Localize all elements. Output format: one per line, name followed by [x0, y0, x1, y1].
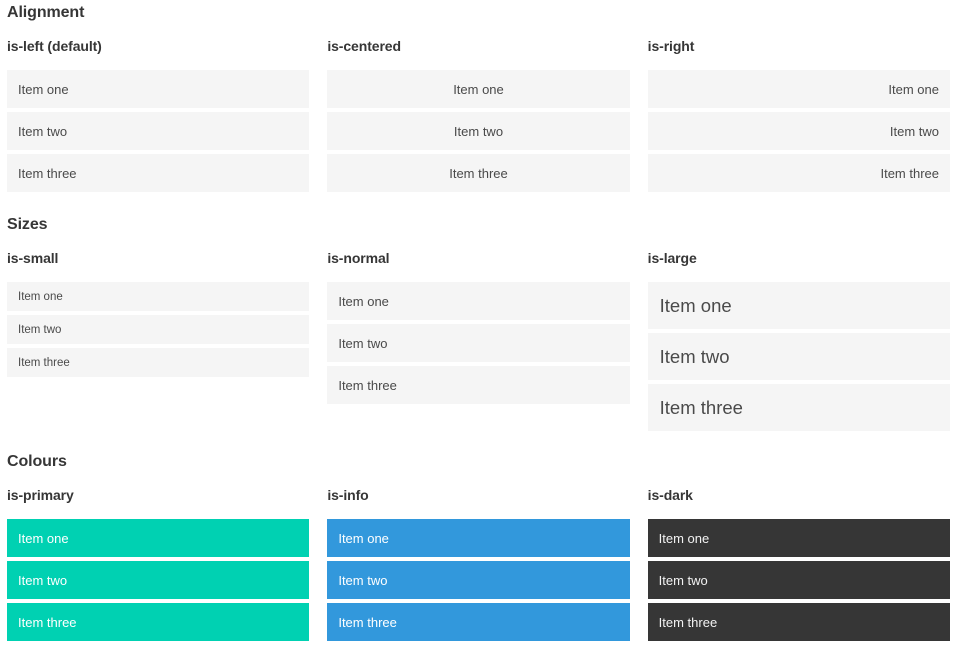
section-title: Colours: [7, 453, 67, 470]
group-label: is-large: [647, 250, 697, 266]
group-is-primary: is-primary Item one Item two Item three: [7, 487, 310, 641]
list-item[interactable]: Item two: [7, 315, 310, 344]
group-is-dark: is-dark Item one Item two Item three: [647, 487, 950, 641]
list-item[interactable]: Item one: [327, 282, 630, 320]
list-item[interactable]: Item one: [327, 70, 630, 108]
list-right: Item one Item two Item three: [647, 70, 950, 192]
list-normal: Item one Item two Item three: [327, 282, 630, 404]
list-item[interactable]: Item three: [647, 154, 950, 192]
group-label: is-primary: [7, 487, 74, 503]
list-item[interactable]: Item three: [7, 603, 310, 641]
list-item[interactable]: Item three: [647, 603, 950, 641]
list-item[interactable]: Item two: [647, 561, 950, 599]
list-item[interactable]: Item two: [327, 561, 630, 599]
list-item[interactable]: Item three: [327, 154, 630, 192]
list-item[interactable]: Item two: [7, 561, 310, 599]
list-item[interactable]: Item three: [7, 348, 310, 377]
group-label: is-small: [7, 250, 59, 266]
list-centered: Item one Item two Item three: [327, 70, 630, 192]
list-item[interactable]: Item one: [647, 282, 950, 329]
group-is-normal: is-normal Item one Item two Item three: [327, 250, 630, 404]
list-item[interactable]: Item three: [7, 154, 310, 192]
list-primary: Item one Item two Item three: [7, 519, 310, 641]
list-item[interactable]: Item one: [7, 519, 310, 557]
list-item[interactable]: Item two: [647, 112, 950, 150]
list-item[interactable]: Item two: [647, 333, 950, 380]
group-is-small: is-small Item one Item two Item three: [7, 250, 310, 377]
list-info: Item one Item two Item three: [327, 519, 630, 641]
list-left: Item one Item two Item three: [7, 70, 310, 192]
colours-grid: is-primary Item one Item two Item three …: [7, 488, 950, 641]
group-label: is-right: [647, 38, 695, 54]
group-is-info: is-info Item one Item two Item three: [327, 487, 630, 641]
sizes-grid: is-small Item one Item two Item three is…: [7, 251, 950, 431]
list-item[interactable]: Item one: [7, 282, 310, 311]
alignment-grid: is-left (default) Item one Item two Item…: [7, 39, 950, 192]
group-is-large: is-large Item one Item two Item three: [647, 250, 950, 431]
list-item[interactable]: Item one: [7, 70, 310, 108]
group-is-right: is-right Item one Item two Item three: [647, 38, 950, 192]
group-label: is-normal: [327, 250, 390, 266]
section-title: Alignment: [7, 4, 85, 21]
list-item[interactable]: Item one: [327, 519, 630, 557]
list-item[interactable]: Item two: [327, 324, 630, 362]
list-item[interactable]: Item three: [327, 603, 630, 641]
list-item[interactable]: Item three: [647, 384, 950, 431]
group-is-centered: is-centered Item one Item two Item three: [327, 38, 630, 192]
list-item[interactable]: Item one: [647, 519, 950, 557]
section-sizes: Sizes is-small Item one Item two Item th…: [7, 216, 950, 431]
list-item[interactable]: Item one: [647, 70, 950, 108]
section-colours: Colours is-primary Item one Item two Ite…: [7, 453, 950, 641]
section-alignment: Alignment is-left (default) Item one Ite…: [7, 4, 950, 192]
group-is-left: is-left (default) Item one Item two Item…: [7, 38, 310, 192]
list-item[interactable]: Item two: [327, 112, 630, 150]
list-item[interactable]: Item two: [7, 112, 310, 150]
group-label: is-info: [327, 487, 369, 503]
group-label: is-centered: [327, 38, 401, 54]
group-label: is-dark: [647, 487, 693, 503]
list-large: Item one Item two Item three: [647, 282, 950, 431]
list-small: Item one Item two Item three: [7, 282, 310, 377]
list-dark: Item one Item two Item three: [647, 519, 950, 641]
list-item[interactable]: Item three: [327, 366, 630, 404]
group-label: is-left (default): [7, 38, 102, 54]
section-title: Sizes: [7, 216, 48, 233]
